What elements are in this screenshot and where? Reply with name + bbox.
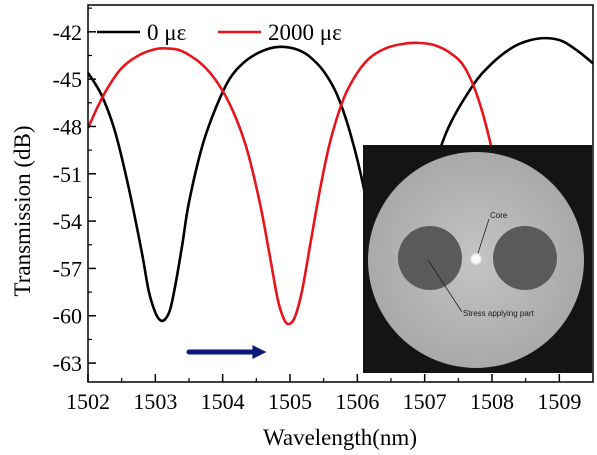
x-axis-title: Wavelength(nm) <box>263 425 417 450</box>
series-line-2000-microstrain <box>88 41 514 326</box>
legend: 0 με 2000 με <box>97 20 342 45</box>
x-tick-label: 1506 <box>335 389 379 414</box>
fiber-core <box>469 252 483 266</box>
series-line-0-microstrain <box>88 36 593 323</box>
y-tick-label: -48 <box>53 114 82 139</box>
x-tick-labels: 1502 1503 1504 1505 1506 1507 1508 1509 <box>66 389 581 414</box>
series-lines <box>88 36 593 326</box>
axis-ticks <box>87 7 561 382</box>
plot-frame <box>87 4 594 383</box>
inset-label-core: Core <box>490 211 508 220</box>
x-tick-label: 1508 <box>470 389 514 414</box>
x-tick-label: 1509 <box>537 389 581 414</box>
y-tick-label: -63 <box>53 351 82 376</box>
stress-pointer-line <box>427 259 463 313</box>
y-tick-label: -45 <box>53 67 82 92</box>
legend-label-0-microstrain: 0 με <box>147 20 186 45</box>
core-pointer-line <box>477 218 490 254</box>
x-tick-label: 1507 <box>403 389 447 414</box>
y-tick-label: -60 <box>53 304 82 329</box>
stress-rod-left <box>398 226 462 290</box>
x-tick-label: 1503 <box>133 389 177 414</box>
y-tick-label: -51 <box>53 162 82 187</box>
shift-arrow <box>186 345 267 360</box>
shift-arrow-head <box>252 345 267 360</box>
y-tick-label: -54 <box>53 209 82 234</box>
inset-label-stress-applying-part: Stress applying part <box>463 309 534 318</box>
y-tick-labels: -42 -45 -48 -51 -54 -57 -60 -63 <box>53 20 82 376</box>
x-tick-label: 1504 <box>201 389 245 414</box>
fiber-cross-section-inset: Core Stress applying part <box>363 145 592 373</box>
x-tick-label: 1505 <box>268 389 312 414</box>
y-axis-title: Transmission (dB) <box>10 125 35 296</box>
y-tick-label: -57 <box>53 256 82 281</box>
legend-label-2000-microstrain: 2000 με <box>268 20 342 45</box>
y-tick-label: -42 <box>53 20 82 45</box>
x-tick-label: 1502 <box>66 389 110 414</box>
stress-rod-right <box>493 226 557 290</box>
